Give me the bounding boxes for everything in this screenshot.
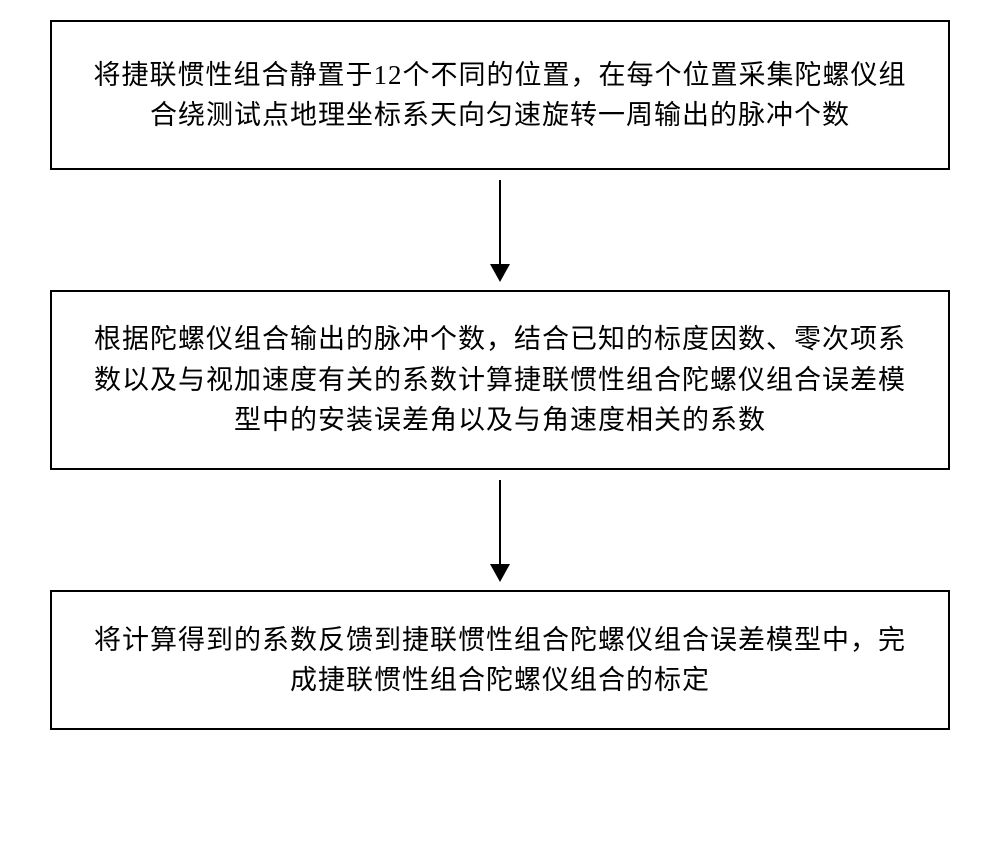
arrow-down-icon <box>499 180 501 280</box>
step3-text: 将计算得到的系数反馈到捷联惯性组合陀螺仪组合误差模型中，完成捷联惯性组合陀螺仪组… <box>82 620 918 701</box>
arrow-2-to-3 <box>50 470 950 590</box>
flowchart-box-step3: 将计算得到的系数反馈到捷联惯性组合陀螺仪组合误差模型中，完成捷联惯性组合陀螺仪组… <box>50 590 950 730</box>
arrow-down-icon <box>499 480 501 580</box>
step1-text: 将捷联惯性组合静置于12个不同的位置，在每个位置采集陀螺仪组合绕测试点地理坐标系… <box>82 55 918 136</box>
flowchart-container: 将捷联惯性组合静置于12个不同的位置，在每个位置采集陀螺仪组合绕测试点地理坐标系… <box>50 20 950 730</box>
flowchart-box-step2: 根据陀螺仪组合输出的脉冲个数，结合已知的标度因数、零次项系数以及与视加速度有关的… <box>50 290 950 470</box>
arrow-1-to-2 <box>50 170 950 290</box>
step2-text: 根据陀螺仪组合输出的脉冲个数，结合已知的标度因数、零次项系数以及与视加速度有关的… <box>82 319 918 441</box>
flowchart-box-step1: 将捷联惯性组合静置于12个不同的位置，在每个位置采集陀螺仪组合绕测试点地理坐标系… <box>50 20 950 170</box>
